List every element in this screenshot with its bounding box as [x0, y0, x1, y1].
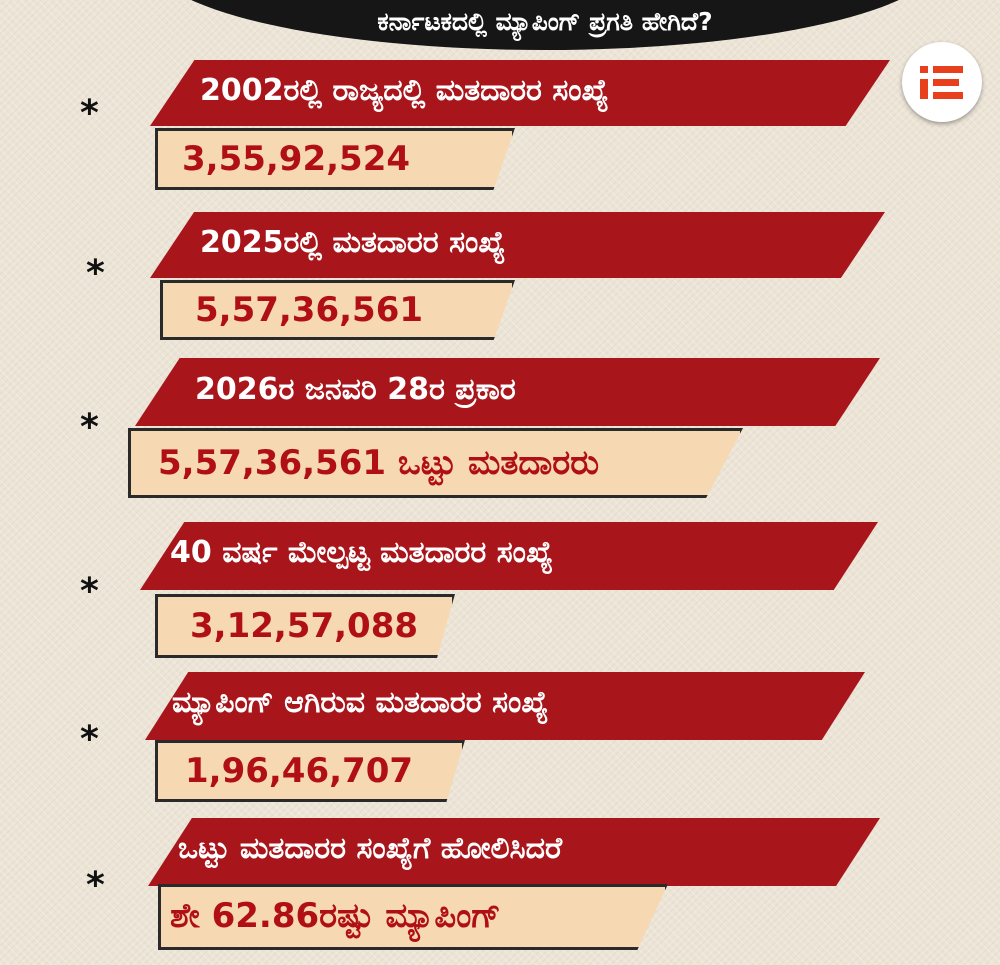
label-band: [150, 212, 885, 278]
value-band: [155, 594, 455, 658]
value-band: [128, 428, 743, 498]
label-band: [145, 672, 865, 740]
item-value: ಶೇ 62.86ರಷ್ಟು ಮ್ಯಾಪಿಂಗ್: [170, 896, 501, 936]
label-band: [140, 522, 878, 590]
bullet-star-icon: *: [86, 253, 105, 294]
item-value: 5,57,36,561 ಒಟ್ಟು ಮತದಾರರು: [158, 443, 600, 483]
item-value: 3,12,57,088: [190, 606, 419, 646]
e-letter-logo-icon: [902, 42, 982, 122]
label-band: [148, 818, 880, 886]
item-value: 5,57,36,561: [195, 290, 424, 330]
item-label: ಒಟ್ಟು ಮತದಾರರ ಸಂಖ್ಯೆಗೆ ಹೋಲಿಸಿದರೆ: [178, 831, 563, 866]
bullet-star-icon: *: [86, 865, 105, 906]
label-band: [135, 358, 880, 426]
bullet-star-icon: *: [80, 719, 99, 760]
item-label: 40 ವರ್ಷ ಮೇಲ್ಪಟ್ಟ ಮತದಾರರ ಸಂಖ್ಯೆ: [170, 535, 554, 570]
item-label: 2026ರ ಜನವರಿ 28ರ ಪ್ರಕಾರ: [195, 372, 516, 407]
value-band: [158, 884, 668, 950]
bullet-star-icon: *: [80, 571, 99, 612]
item-label: ಮ್ಯಾಪಿಂಗ್ ಆಗಿರುವ ಮತದಾರರ ಸಂಖ್ಯೆ: [172, 685, 549, 720]
label-band: [150, 60, 890, 126]
item-label: 2025ರಲ್ಲಿ ಮತದಾರರ ಸಂಖ್ಯೆ: [200, 225, 506, 260]
page-title: ಕರ್ನಾಟಕದಲ್ಲಿ ಮ್ಯಾಪಿಂಗ್ ಪ್ರಗತಿ ಹೇಗಿದೆ?: [377, 7, 713, 36]
value-band: [160, 280, 515, 340]
item-value: 1,96,46,707: [185, 751, 414, 791]
bullet-star-icon: *: [80, 93, 99, 134]
value-band: [155, 128, 515, 190]
item-label: 2002ರಲ್ಲಿ ರಾಜ್ಯದಲ್ಲಿ ಮತದಾರರ ಸಂಖ್ಯೆ: [200, 73, 609, 108]
bullet-star-icon: *: [80, 407, 99, 448]
item-value: 3,55,92,524: [182, 139, 411, 179]
